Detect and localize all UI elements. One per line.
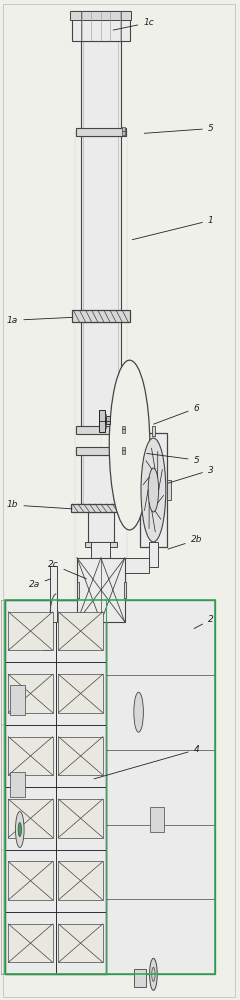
Bar — [56, 600, 106, 662]
Bar — [122, 447, 125, 450]
Bar — [76, 128, 126, 136]
Bar — [81, 136, 121, 320]
Bar — [8, 737, 53, 775]
Bar — [56, 850, 106, 912]
Bar — [6, 725, 56, 787]
Bar — [124, 582, 126, 598]
Text: 3: 3 — [168, 466, 214, 483]
Bar — [6, 787, 56, 850]
Bar — [152, 426, 155, 436]
Bar — [56, 662, 106, 725]
Text: 4: 4 — [94, 745, 199, 779]
Text: 2b: 2b — [168, 535, 202, 549]
Bar — [81, 455, 121, 510]
Circle shape — [16, 812, 24, 848]
Bar — [77, 558, 125, 622]
Bar — [105, 414, 106, 418]
Bar — [58, 674, 103, 713]
Text: 1c: 1c — [113, 18, 154, 30]
Bar — [56, 725, 106, 787]
Bar — [50, 566, 57, 622]
Bar — [122, 426, 125, 429]
Bar — [70, 11, 132, 20]
Bar — [10, 685, 24, 715]
Bar — [8, 674, 53, 713]
Bar — [58, 737, 103, 775]
Circle shape — [134, 692, 143, 732]
Bar — [6, 662, 56, 725]
Bar — [8, 924, 53, 962]
Bar — [71, 504, 131, 512]
Bar — [58, 799, 103, 838]
Bar — [58, 924, 103, 962]
Bar — [6, 600, 56, 662]
Bar — [91, 558, 110, 566]
Bar — [76, 447, 126, 455]
Bar — [56, 912, 106, 974]
Circle shape — [109, 360, 150, 530]
Text: 5: 5 — [144, 124, 214, 133]
Bar — [150, 807, 164, 832]
Bar — [125, 558, 149, 573]
Bar — [122, 429, 125, 433]
Bar — [88, 512, 114, 542]
Bar — [6, 850, 56, 912]
Bar — [105, 424, 106, 428]
Bar — [91, 542, 110, 566]
Bar — [76, 426, 126, 434]
Bar — [10, 772, 24, 797]
Circle shape — [18, 823, 21, 837]
Bar — [167, 480, 171, 500]
Bar — [99, 410, 105, 432]
Bar — [8, 612, 53, 650]
Text: 5: 5 — [147, 453, 199, 465]
Bar — [72, 310, 130, 322]
Bar — [81, 322, 121, 430]
Text: 2: 2 — [194, 615, 214, 629]
Bar — [58, 861, 103, 900]
Circle shape — [152, 967, 155, 981]
Bar — [72, 11, 130, 41]
Circle shape — [150, 958, 157, 990]
Bar — [149, 542, 158, 567]
Bar — [122, 450, 125, 454]
Text: 1a: 1a — [7, 316, 72, 325]
Bar — [122, 131, 125, 135]
Bar — [81, 11, 121, 41]
Bar — [56, 787, 106, 850]
Bar — [6, 912, 56, 974]
Text: 2a: 2a — [29, 579, 51, 589]
Bar — [43, 620, 50, 650]
Text: 1: 1 — [132, 216, 214, 240]
Bar — [58, 612, 103, 650]
Text: 6: 6 — [154, 404, 199, 424]
Text: 2c: 2c — [48, 560, 86, 579]
Bar — [6, 600, 216, 974]
Circle shape — [141, 438, 166, 542]
Bar — [122, 127, 125, 131]
Circle shape — [148, 468, 159, 512]
Text: 1b: 1b — [7, 500, 72, 509]
Bar — [106, 416, 110, 424]
Bar — [8, 799, 53, 838]
Bar — [8, 861, 53, 900]
Bar — [81, 41, 121, 131]
Bar — [106, 600, 216, 974]
Bar — [77, 582, 79, 598]
Bar — [6, 600, 106, 974]
Bar — [85, 542, 117, 547]
Bar — [134, 969, 146, 987]
Bar — [140, 433, 167, 547]
